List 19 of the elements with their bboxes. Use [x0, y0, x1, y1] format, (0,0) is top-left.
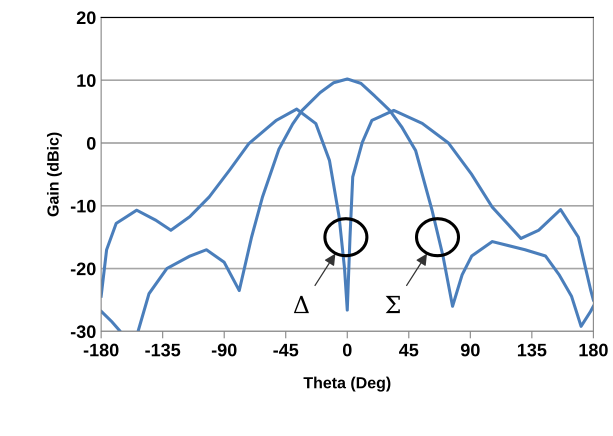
- x-tick-label: -180: [84, 344, 118, 356]
- y-tick-label: 10: [77, 74, 96, 87]
- annotation: Σ: [386, 296, 400, 314]
- y-tick-label: -30: [70, 325, 96, 338]
- x-tick-label: 135: [518, 344, 546, 356]
- y-tick-label: -10: [70, 200, 96, 213]
- y-tick-label: 20: [76, 11, 96, 24]
- x-tick-label: -135: [145, 344, 180, 356]
- y-tick-label: -20: [70, 262, 96, 276]
- x-tick-label: 0: [342, 344, 352, 356]
- x-tick-label: -90: [212, 344, 237, 356]
- x-axis-title: Theta (Deg): [304, 376, 390, 392]
- x-tick-label: 90: [460, 344, 480, 356]
- y-tick-label: 0: [86, 136, 96, 150]
- x-tick-label: 45: [399, 344, 418, 356]
- annotation: Δ: [294, 296, 309, 314]
- y-axis-title: Gain (dBic): [46, 132, 62, 216]
- x-tick-label: -45: [273, 344, 298, 356]
- x-tick-label: 180: [579, 344, 608, 356]
